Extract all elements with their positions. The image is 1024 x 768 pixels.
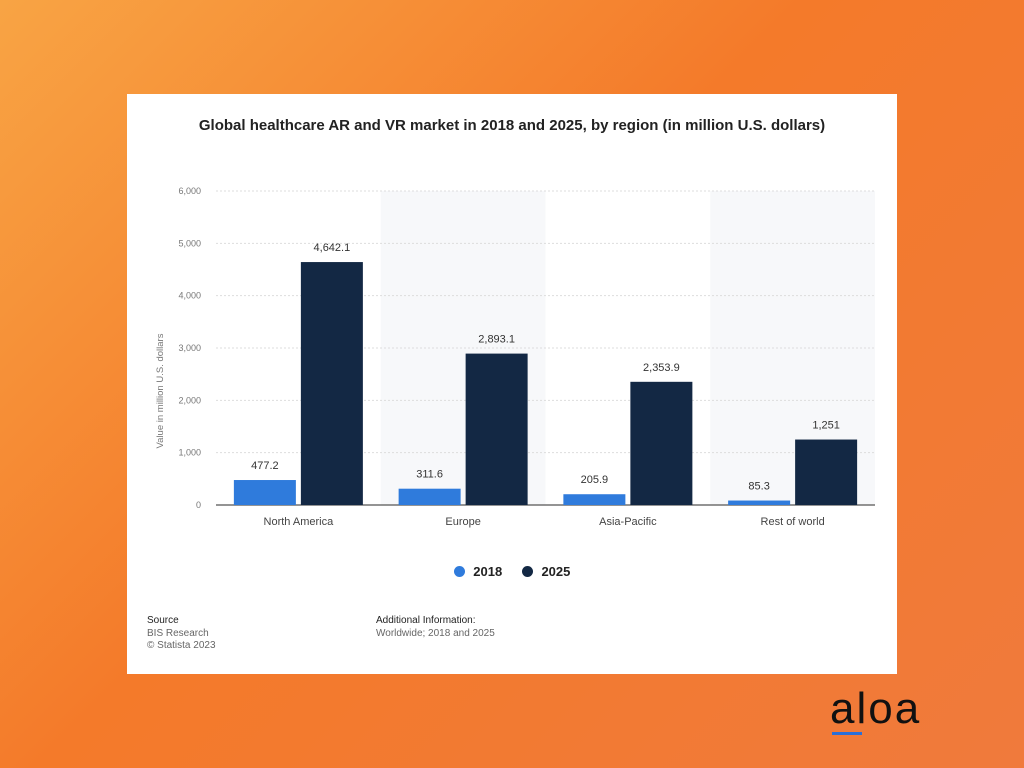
legend-label-2025: 2025 [541,564,571,579]
data-label-2018-1: 311.6 [416,469,443,481]
data-label-2018-3: 85.3 [748,481,769,493]
y-tick-label: 3,000 [178,343,201,353]
data-label-2025-0: 4,642.1 [314,242,351,254]
bar-2025-3[interactable] [795,439,858,505]
logo-underline [832,732,862,735]
y-tick-label: 5,000 [178,238,201,248]
data-label-2018-2: 205.9 [581,474,609,486]
bar-2018-0[interactable] [233,480,296,505]
chart-title: Global healthcare AR and VR market in 20… [198,117,826,134]
data-label-2025-1: 2,893.1 [478,334,515,346]
y-tick-label: 6,000 [178,186,201,196]
legend-dot-2018 [453,566,465,577]
bar-2018-3[interactable] [728,500,791,505]
data-labels: 477.2 4,642.1 311.6 2,893.1 205.9 2,353.9 85.3… [251,242,840,492]
y-tick-label: 0 [196,500,201,510]
legend-label-2018: 2018 [473,564,503,579]
bar-2025-0[interactable] [300,262,363,505]
x-category-label: Europe [445,516,480,528]
bar-2025-2[interactable] [630,381,693,505]
x-category-label: Asia-Pacific [599,516,657,528]
x-axis-categories: North America Europe Asia-Pacific Rest of w… [264,516,825,528]
bar-2025-1[interactable] [465,353,528,505]
source-line-publisher: BIS Research [147,628,209,639]
bars [233,262,858,505]
y-tick-label: 4,000 [178,291,201,301]
bar-chart: 0 1,000 2,000 3,000 4,000 5,000 6,000 477.2 4,6… [155,186,875,528]
additional-info-heading: Additional Information: [376,615,476,626]
data-label-2018-0: 477.2 [251,460,279,472]
source-heading: Source [147,615,179,626]
y-axis-title: Value in million U.S. dollars [155,333,166,448]
legend-item-2025[interactable]: 2025 [521,564,571,579]
legend-item-2018[interactable]: 2018 [453,564,503,579]
x-category-label: Rest of world [761,516,825,528]
data-label-2025-2: 2,353.9 [643,362,680,374]
source-line-copyright: © Statista 2023 [147,640,216,651]
x-category-label: North America [264,516,335,528]
y-axis-ticks: 0 1,000 2,000 3,000 4,000 5,000 6,000 [178,186,201,510]
logo-text: aloa [830,684,922,733]
legend-dot-2025 [521,566,533,577]
bar-2018-2[interactable] [563,494,626,505]
bar-2018-1[interactable] [398,488,461,505]
y-tick-label: 2,000 [178,395,201,405]
additional-info-text: Worldwide; 2018 and 2025 [376,628,495,639]
legend: 2018 2025 [127,564,897,579]
additional-info-block: Additional Information: Worldwide; 2018 … [376,615,495,640]
data-label-2025-3: 1,251 [812,420,840,432]
chart-card: Global healthcare AR and VR market in 20… [127,94,897,674]
aloa-logo: aloa [830,685,945,740]
source-block: Source BIS Research © Statista 2023 [147,615,216,652]
y-tick-label: 1,000 [178,448,201,458]
